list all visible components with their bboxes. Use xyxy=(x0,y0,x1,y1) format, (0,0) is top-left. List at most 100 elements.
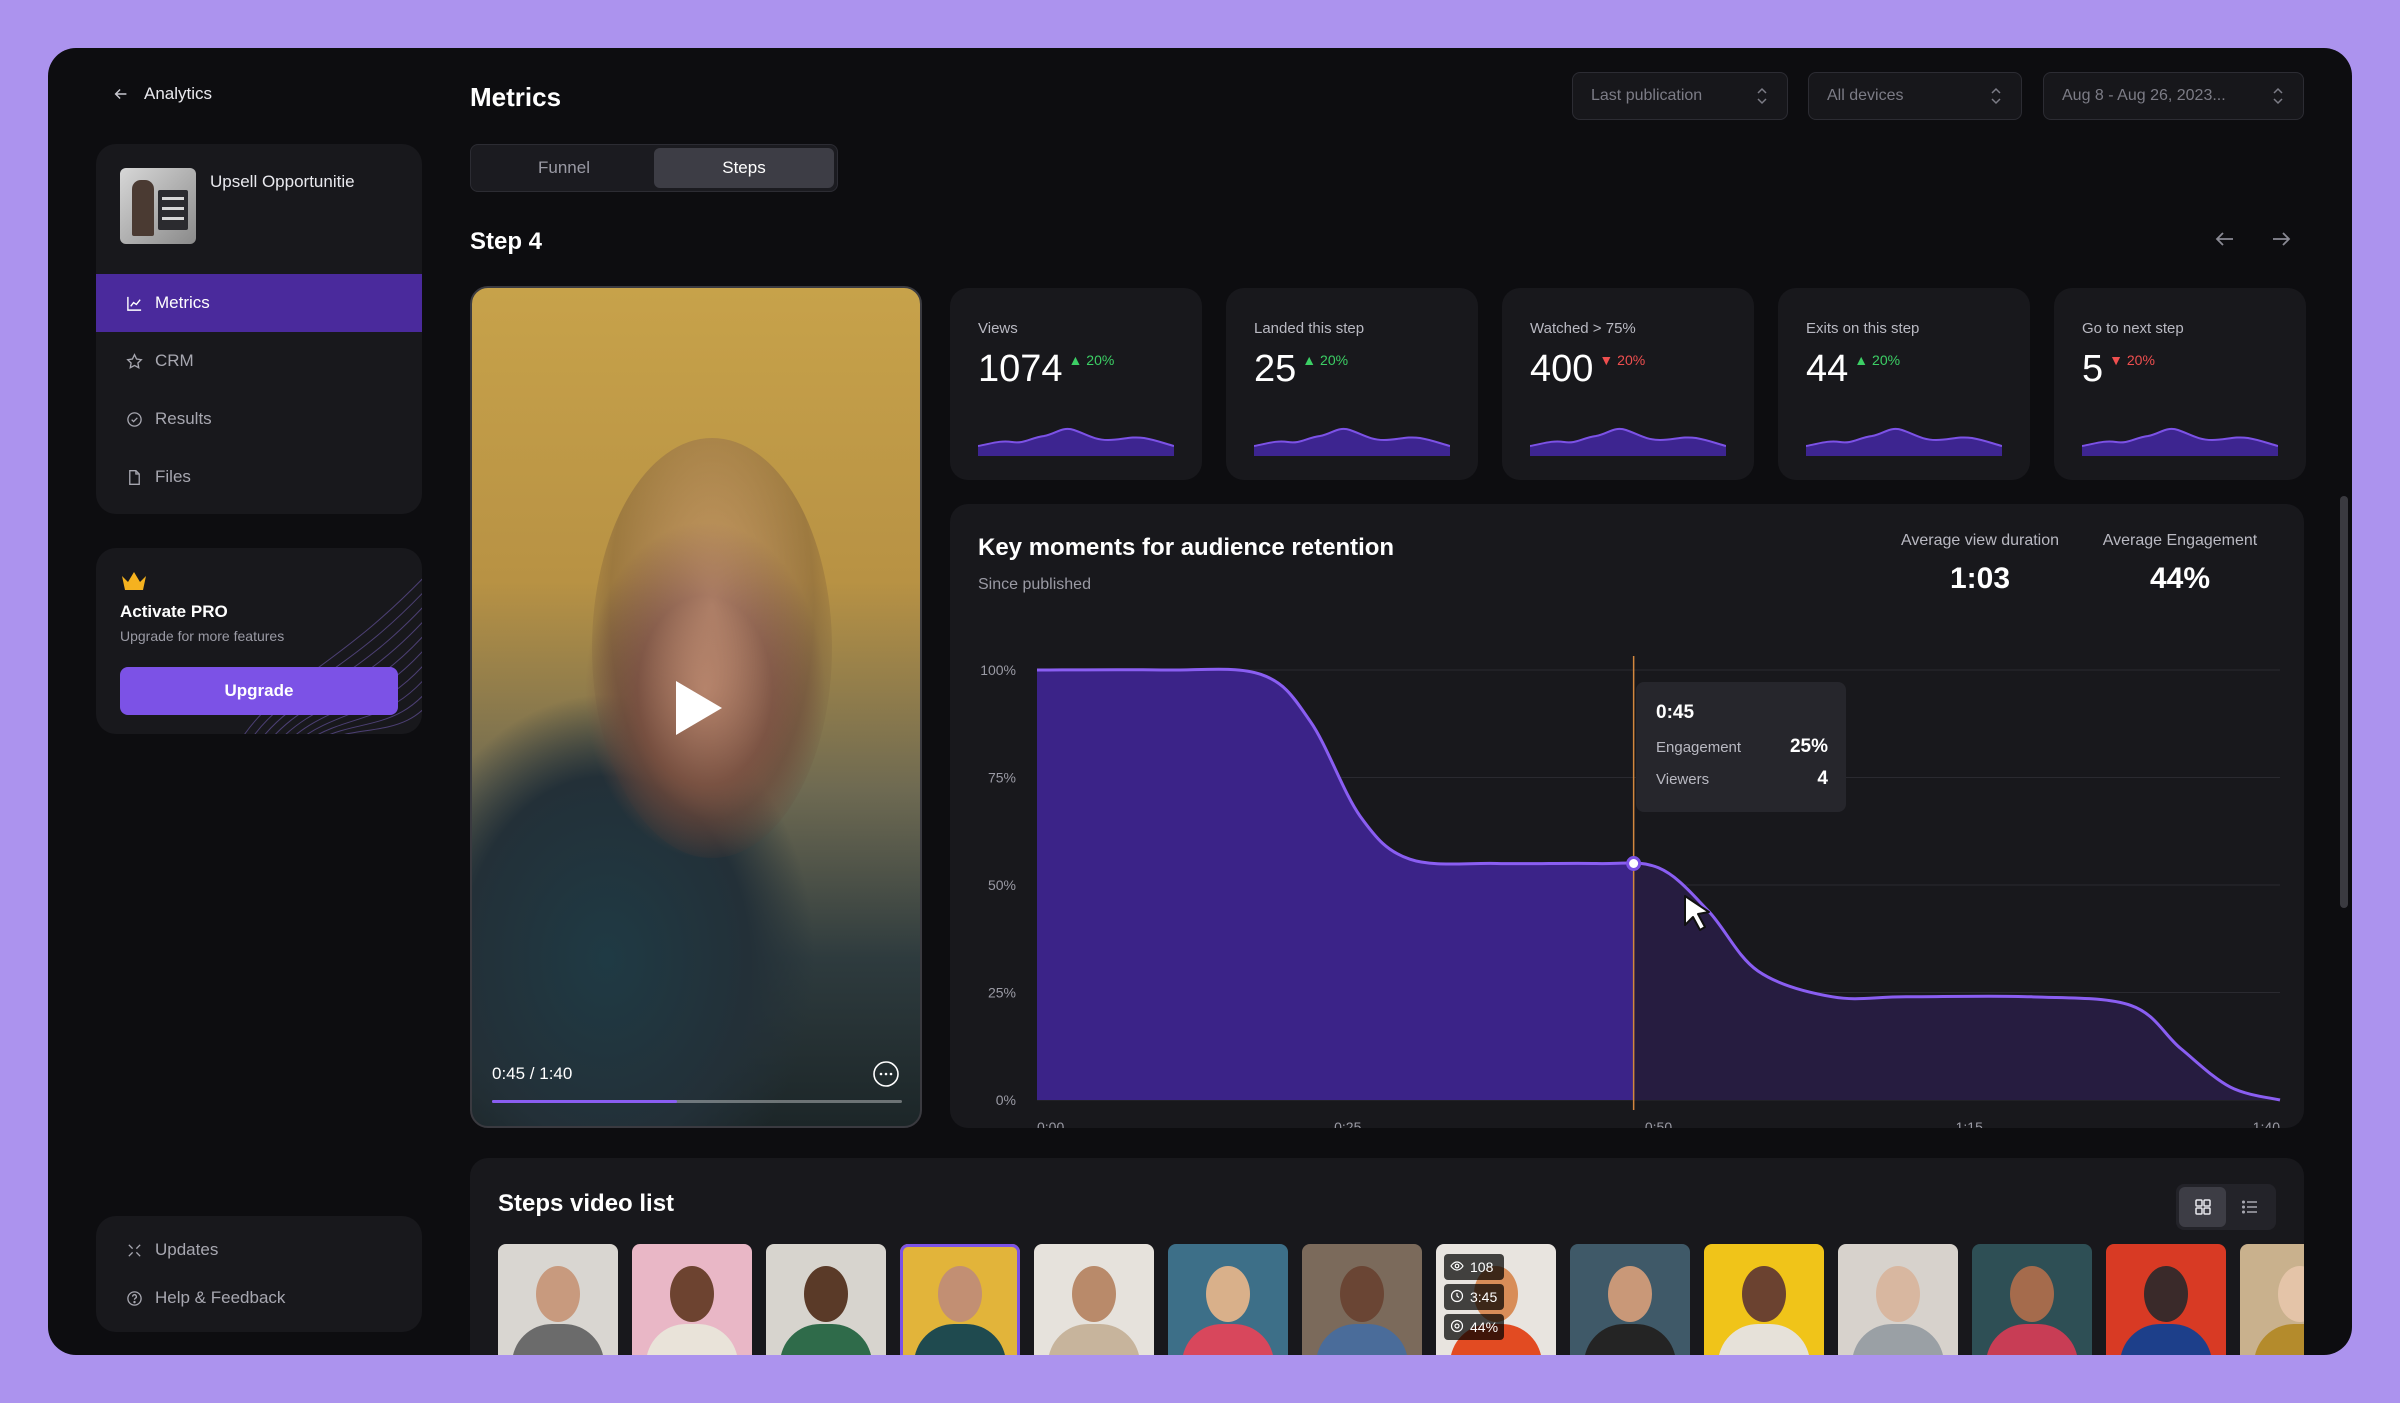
sidebar-item-label: Updates xyxy=(155,1240,219,1259)
mouse-cursor-icon xyxy=(1684,895,1710,931)
sidebar-item-results[interactable]: Results xyxy=(96,390,422,448)
chevron-updown-icon xyxy=(1757,87,1767,105)
thumbnail-face xyxy=(536,1266,580,1322)
metric-label: Go to next step xyxy=(2082,320,2184,337)
metric-label: Views xyxy=(978,320,1018,337)
tooltip-engagement-row: Engagement 25% xyxy=(1656,736,1828,758)
x-tick-label: 1:40 xyxy=(2253,1119,2280,1128)
sparkline-area xyxy=(1254,428,1450,456)
thumbnail-stat-value: 108 xyxy=(1470,1259,1494,1275)
video-thumbnail[interactable] xyxy=(1302,1244,1422,1355)
sparkline-line xyxy=(1806,427,2002,447)
list-view-button[interactable] xyxy=(2226,1187,2273,1227)
publication-select[interactable]: Last publication xyxy=(1572,72,1788,120)
chevron-updown-icon xyxy=(1991,87,2001,105)
page-scrollbar[interactable] xyxy=(2340,496,2348,908)
view-toggle xyxy=(2176,1184,2276,1230)
video-progress-fill xyxy=(492,1100,677,1103)
video-thumbnail[interactable] xyxy=(766,1244,886,1355)
metric-label: Landed this step xyxy=(1254,320,1365,337)
date-range-select[interactable]: Aug 8 - Aug 26, 2023... xyxy=(2043,72,2304,120)
arrow-left-icon xyxy=(114,88,127,100)
grid-icon xyxy=(2194,1199,2211,1215)
tooltip-viewers-row: Viewers 4 xyxy=(1656,768,1828,790)
pro-title: Activate PRO xyxy=(120,602,228,621)
thumbnail-face xyxy=(1072,1266,1116,1322)
upgrade-button[interactable]: Upgrade xyxy=(120,667,398,715)
sparkline-line xyxy=(978,427,1174,447)
file-icon xyxy=(129,469,140,485)
thumbnail-figure xyxy=(2254,1324,2304,1355)
chart-subtitle: Since published xyxy=(978,576,1091,593)
retention-area-remaining xyxy=(1633,862,2280,1100)
video-thumbnail[interactable] xyxy=(1168,1244,1288,1355)
sidebar-item-updates[interactable]: Updates xyxy=(96,1226,422,1274)
next-step-button[interactable] xyxy=(2268,226,2298,256)
sparkline-line xyxy=(2082,427,2278,447)
playhead-point[interactable] xyxy=(1626,856,1642,871)
select-value: All devices xyxy=(1827,87,1904,104)
metric-delta-value: 20% xyxy=(1086,352,1115,368)
metric-card: Views 1074 ▲ 20% xyxy=(950,288,1202,480)
back-label: Analytics xyxy=(144,84,213,103)
sidebar-item-files[interactable]: Files xyxy=(96,448,422,506)
video-progress-bar[interactable] xyxy=(492,1100,902,1103)
video-thumbnail[interactable] xyxy=(1034,1244,1154,1355)
video-thumbnail[interactable] xyxy=(1838,1244,1958,1355)
video-thumbnail[interactable] xyxy=(632,1244,752,1355)
thumbnail-stats: 108 3:45 44% xyxy=(1444,1254,1505,1340)
video-thumbnail[interactable] xyxy=(1704,1244,1824,1355)
prev-step-button[interactable] xyxy=(2212,226,2242,256)
metric-delta: ▲ 20% xyxy=(1302,352,1348,368)
thumbnail-figure xyxy=(512,1324,604,1355)
metric-value: 400 xyxy=(1530,348,1594,390)
triangle-up-icon: ▲ xyxy=(1068,352,1087,368)
video-thumbnail[interactable] xyxy=(1972,1244,2092,1355)
help-circle-icon xyxy=(127,1290,142,1306)
metric-value: 5 xyxy=(2082,348,2104,390)
video-thumbnail[interactable] xyxy=(1570,1244,1690,1355)
grid-view-button[interactable] xyxy=(2179,1187,2226,1227)
y-tick-label: 0% xyxy=(996,1092,1016,1108)
video-thumbnail[interactable]: 108 3:45 44% xyxy=(1436,1244,1556,1355)
sidebar-footer: Updates Help & Feedback xyxy=(96,1216,422,1332)
thumbnail-face xyxy=(804,1266,848,1322)
thumbnail-face xyxy=(1742,1266,1786,1322)
sidebar-item-crm[interactable]: CRM xyxy=(96,332,422,390)
list-title: Steps video list xyxy=(498,1190,675,1217)
metric-delta-value: 20% xyxy=(1617,352,1646,368)
crown-icon xyxy=(122,572,146,590)
app-window: Analytics Upsell Opportunitie Metrics CR… xyxy=(48,48,2352,1355)
select-value: Aug 8 - Aug 26, 2023... xyxy=(2062,87,2226,104)
video-thumbnail[interactable] xyxy=(2106,1244,2226,1355)
metric-value-row: 44 ▲ 20% xyxy=(1806,348,1900,391)
metric-value: 25 xyxy=(1254,348,1297,390)
metric-value-row: 400 ▼ 20% xyxy=(1530,348,1645,391)
devices-select[interactable]: All devices xyxy=(1808,72,2022,120)
chart-title: Key moments for audience retention xyxy=(978,534,1395,561)
video-player[interactable]: 0:45 / 1:40 xyxy=(470,286,922,1128)
kpi-avg-engagement: Average Engagement 44% xyxy=(2090,532,2270,596)
sparkline-area xyxy=(978,428,1174,456)
retention-chart-card: 100% 75% 50% 25% 0% 0:00 0:25 0:50 1:15 1:40 Key … xyxy=(950,504,2304,1128)
video-thumbnail[interactable] xyxy=(900,1244,1020,1355)
thumbnail-figure xyxy=(1316,1324,1408,1355)
tab-funnel[interactable]: Funnel xyxy=(538,158,590,177)
kpi-value: 44% xyxy=(2149,562,2211,595)
video-thumbnail[interactable] xyxy=(2240,1244,2304,1355)
sparkline-area xyxy=(1806,428,2002,456)
sidebar-item-label: CRM xyxy=(155,351,194,370)
tab-steps[interactable]: Steps xyxy=(654,148,834,188)
x-tick-label: 0:25 xyxy=(1334,1119,1361,1128)
check-circle-icon xyxy=(127,411,142,427)
star-icon xyxy=(126,352,143,369)
sidebar-item-metrics[interactable]: Metrics xyxy=(96,274,422,332)
more-options-icon[interactable] xyxy=(872,1060,900,1088)
video-thumbnail[interactable] xyxy=(498,1244,618,1355)
triangle-down-icon: ▼ xyxy=(1599,352,1618,368)
back-to-analytics-link[interactable]: Analytics xyxy=(112,84,212,104)
sidebar-item-help[interactable]: Help & Feedback xyxy=(96,1274,422,1322)
play-icon[interactable] xyxy=(672,678,726,738)
pro-subtitle: Upgrade for more features xyxy=(120,628,285,644)
thumbnail-face xyxy=(2010,1266,2054,1322)
